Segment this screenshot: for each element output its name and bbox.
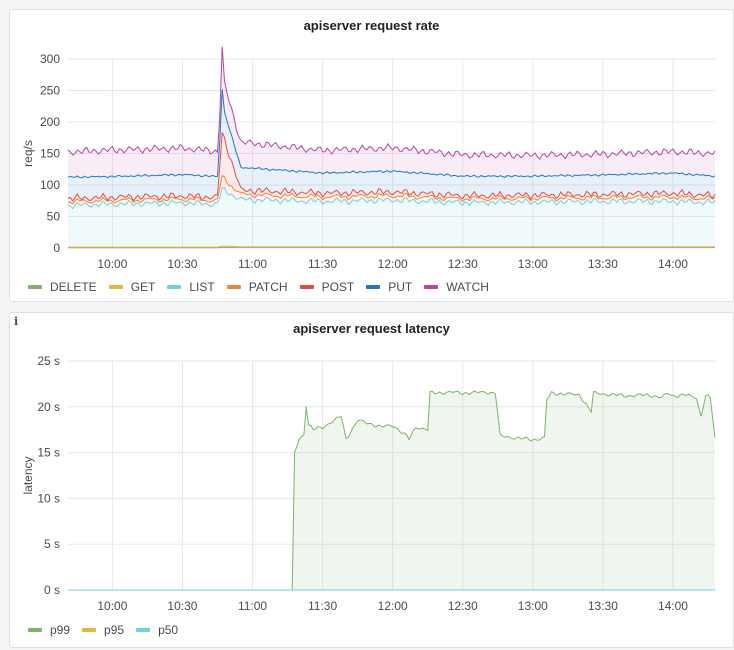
panel-title-request-rate: apiserver request rate <box>303 18 440 33</box>
x-tick-label: 13:30 <box>588 257 618 271</box>
legend-item-patch[interactable]: PATCH <box>226 280 288 294</box>
legend-label: PATCH <box>248 280 288 294</box>
y-tick-label: 25 s <box>37 354 60 368</box>
x-tick-label: 12:00 <box>378 599 408 613</box>
x-tick-label: 10:30 <box>167 599 197 613</box>
series-line-get <box>68 245 715 248</box>
legend-label: p99 <box>50 623 71 637</box>
x-tick-label: 11:30 <box>308 257 337 271</box>
y-tick-label: 10 s <box>37 491 60 505</box>
y-tick-label: 0 <box>53 241 60 255</box>
legend-label: POST <box>321 280 355 294</box>
x-tick-label: 10:30 <box>167 257 197 271</box>
x-tick-label: 13:00 <box>518 599 548 613</box>
x-tick-label: 12:30 <box>448 257 478 271</box>
y-tick-label: 20 s <box>37 400 60 414</box>
legend-item-p99[interactable]: p99 <box>28 623 70 637</box>
legend-item-p95[interactable]: p95 <box>82 623 124 637</box>
series-line-post <box>67 132 716 202</box>
legend-label: DELETE <box>50 280 97 294</box>
x-tick-label: 12:00 <box>378 257 408 271</box>
y-tick-label: 250 <box>40 84 60 98</box>
series-area-list <box>68 187 715 248</box>
legend-swatch <box>226 285 241 289</box>
x-tick-label: 10:00 <box>97 257 127 271</box>
legend-item-watch[interactable]: WATCH <box>424 280 489 294</box>
request-rate-legend: DELETE GET LIST PATCH POST PUT WATCH <box>28 280 501 294</box>
y-tick-label: 0 s <box>44 583 60 597</box>
legend-swatch <box>82 628 97 632</box>
y-axis-label: latency <box>21 456 35 494</box>
legend-swatch <box>28 628 42 632</box>
x-tick-label: 11:00 <box>238 257 267 271</box>
panel-title-request-latency: apiserver request latency <box>293 321 450 336</box>
x-tick-label: 11:00 <box>238 599 267 613</box>
legend-label: PUT <box>388 280 413 294</box>
legend-item-get[interactable]: GET <box>108 280 156 294</box>
series-line-put <box>67 89 716 179</box>
y-tick-label: 200 <box>40 115 60 129</box>
x-tick-label: 13:00 <box>518 257 548 271</box>
legend-swatch <box>167 285 182 289</box>
y-tick-label: 100 <box>40 178 60 192</box>
x-tick-label: 14:00 <box>658 257 688 271</box>
legend-swatch <box>366 285 381 289</box>
legend-swatch <box>28 285 42 289</box>
legend-swatch <box>136 628 151 632</box>
request-rate-panel: apiserver request rate 10:00 10:30 11:00 11… <box>9 9 734 302</box>
request-latency-legend: p99 p95 p50 <box>28 623 190 637</box>
legend-label: GET <box>130 280 156 294</box>
legend-label: LIST <box>189 280 215 294</box>
y-axis-label: req/s <box>21 140 35 167</box>
info-icon[interactable]: i <box>14 315 19 328</box>
series-line-list <box>67 187 716 210</box>
x-tick-label: 10:00 <box>97 599 127 613</box>
legend-swatch <box>299 285 314 289</box>
legend-item-p50[interactable]: p50 <box>136 623 178 637</box>
x-tick-label: 11:30 <box>308 599 337 613</box>
legend-item-post[interactable]: POST <box>299 280 355 294</box>
y-tick-label: 150 <box>40 147 60 161</box>
series-line-watch <box>67 46 716 161</box>
legend-label: p50 <box>158 623 179 637</box>
legend-item-put[interactable]: PUT <box>366 280 412 294</box>
x-tick-label: 13:30 <box>588 599 618 613</box>
legend-label: WATCH <box>446 280 489 294</box>
x-tick-label: 12:30 <box>448 599 478 613</box>
request-rate-chart[interactable]: 10:00 10:30 11:00 11:30 12:00 12:30 13:00 13:30… <box>10 10 734 302</box>
y-tick-label: 50 <box>47 210 61 224</box>
legend-swatch <box>108 285 123 289</box>
legend-swatch <box>424 285 439 289</box>
series-area-p99 <box>68 391 715 590</box>
series-line-patch <box>67 174 716 205</box>
y-tick-label: 5 s <box>44 537 60 551</box>
y-tick-label: 300 <box>40 52 60 66</box>
request-latency-panel: i apiserver request latency 10:00 10:30 11… <box>9 312 734 648</box>
series-area-put <box>68 89 715 201</box>
legend-label: p95 <box>104 623 125 637</box>
x-tick-label: 14:00 <box>658 599 688 613</box>
y-tick-label: 15 s <box>37 446 60 460</box>
series-area-post <box>68 132 715 204</box>
legend-item-list[interactable]: LIST <box>167 280 215 294</box>
legend-item-delete[interactable]: DELETE <box>28 280 97 294</box>
series-area-watch <box>68 46 715 178</box>
request-latency-chart[interactable]: 10:00 10:30 11:00 11:30 12:00 12:30 13:00 13:30… <box>10 313 734 648</box>
